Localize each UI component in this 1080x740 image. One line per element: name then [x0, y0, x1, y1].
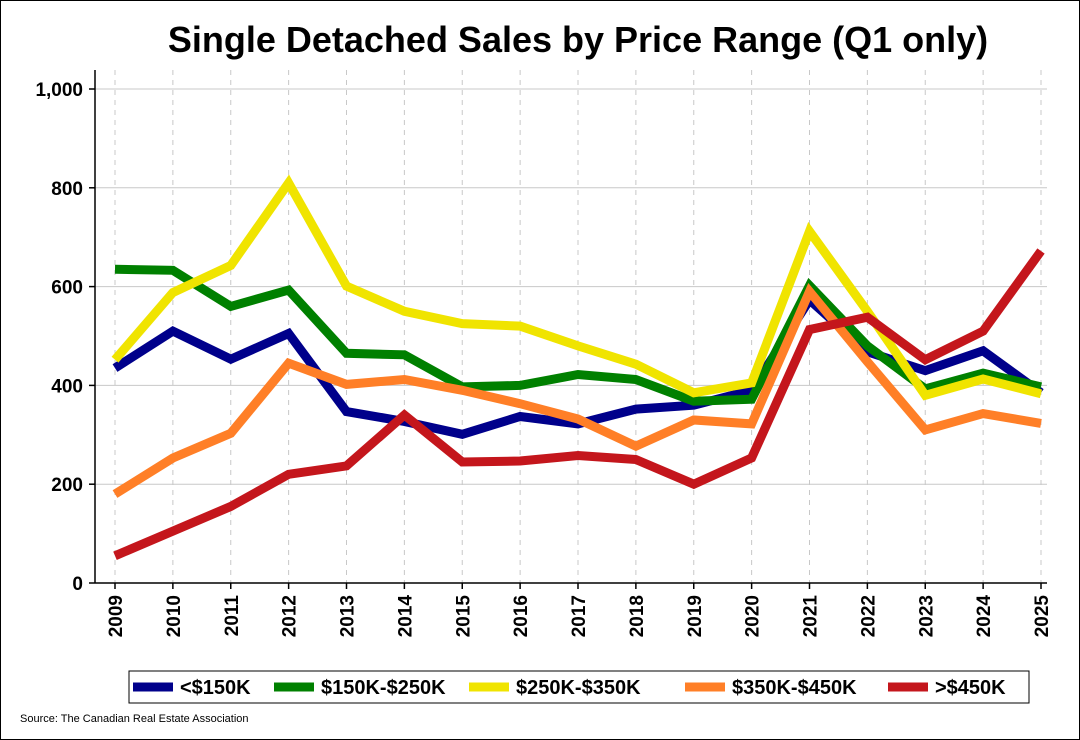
- legend: <$150K $150K-$250K $250K-$350K $350K-$450K >…: [128, 670, 1030, 704]
- y-tick-label: 400: [51, 376, 83, 397]
- y-tick-label: 1,000: [35, 80, 83, 101]
- legend-label: $350K-$450K: [732, 677, 857, 699]
- x-tick-label: 2011: [222, 595, 243, 637]
- x-tick-label: 2015: [453, 595, 474, 638]
- x-tick-label: 2010: [164, 595, 185, 637]
- y-axis-ticks: 0 200 400 600 800 1,000: [35, 80, 95, 595]
- series-lines: [111, 174, 1045, 560]
- x-tick-label: 2023: [916, 595, 937, 637]
- axes: [94, 70, 1047, 584]
- x-tick-label: 2024: [974, 595, 995, 638]
- legend-label: >$450K: [935, 677, 1006, 699]
- x-tick-label: 2025: [1032, 595, 1053, 638]
- x-tick-label: 2013: [338, 595, 359, 637]
- x-tick-label: 2020: [743, 595, 764, 637]
- x-tick-label: 2009: [106, 595, 127, 637]
- x-tick-label: 2022: [858, 595, 879, 637]
- y-tick-label: 800: [51, 179, 83, 200]
- x-tick-label: 2016: [511, 595, 532, 637]
- x-tick-label: 2019: [685, 595, 706, 637]
- x-gridlines: [114, 70, 1042, 583]
- x-tick-label: 2012: [280, 595, 301, 637]
- x-tick-label: 2014: [395, 595, 416, 638]
- chart-title: Single Detached Sales by Price Range (Q1…: [168, 19, 988, 60]
- x-axis-ticks: 2009 2010 2011 2012 2013 2014 2015 2016 2017 2018…: [106, 583, 1053, 637]
- x-tick-label: 2018: [627, 595, 648, 637]
- source-note: Source: The Canadian Real Estate Associa…: [20, 713, 249, 725]
- series-line-3: [112, 282, 1042, 498]
- y-tick-label: 0: [72, 574, 83, 595]
- y-tick-label: 600: [51, 278, 83, 299]
- legend-label: $150K-$250K: [321, 677, 446, 699]
- series-line-1: [114, 264, 1043, 406]
- y-tick-label: 200: [51, 475, 83, 496]
- x-tick-label: 2017: [569, 595, 590, 637]
- series-line-2: [111, 174, 1043, 401]
- legend-label: <$150K: [180, 677, 251, 699]
- x-tick-label: 2021: [801, 595, 822, 638]
- legend-label: $250K-$350K: [516, 677, 641, 699]
- series-line-4: [113, 248, 1045, 560]
